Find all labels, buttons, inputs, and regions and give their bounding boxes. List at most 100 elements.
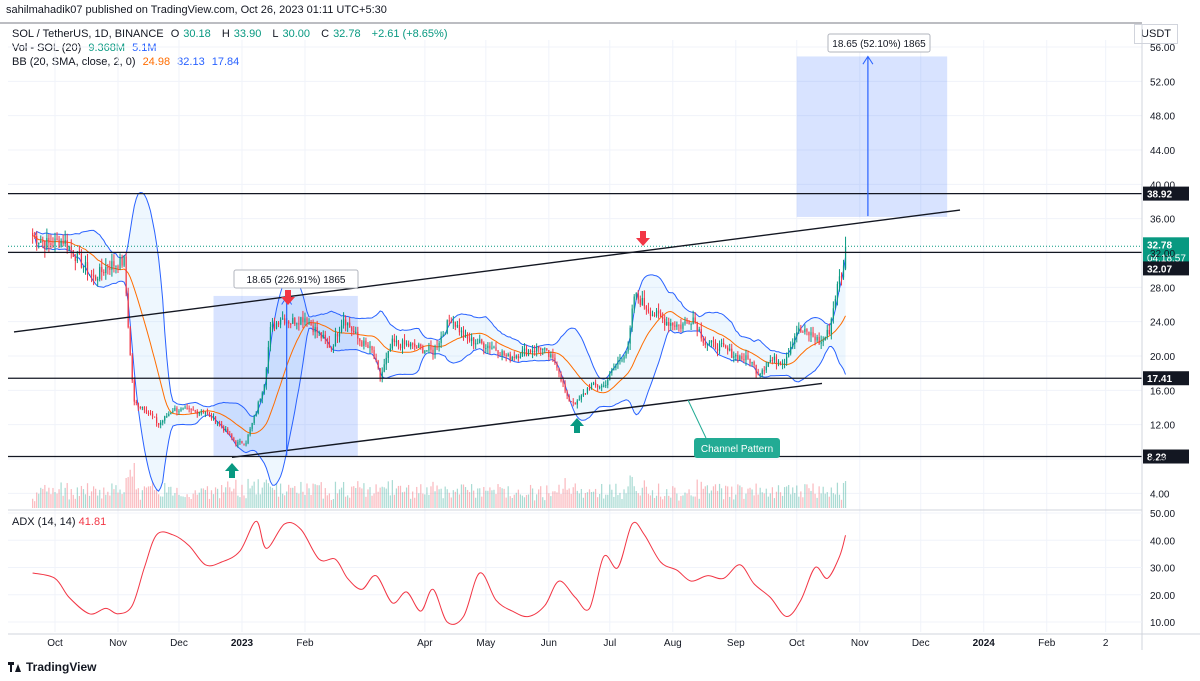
- candle-body: [609, 372, 611, 380]
- symbol-label[interactable]: SOL / TetherUS, 1D, BINANCE: [12, 28, 164, 40]
- candle-body: [615, 364, 617, 368]
- volume-bar: [623, 489, 625, 508]
- volume-bar: [544, 500, 546, 508]
- candle-body: [513, 357, 515, 359]
- candle-body: [538, 346, 540, 349]
- volume-bar: [44, 484, 46, 508]
- candle-body: [690, 324, 692, 326]
- volume-bar: [828, 496, 830, 508]
- volume-bar: [458, 494, 461, 508]
- volume-bar: [76, 487, 78, 508]
- ohlc-open: O 30.18: [170, 28, 211, 40]
- adx-tick-label: 10.00: [1150, 618, 1175, 629]
- volume-bar: [542, 497, 544, 508]
- tradingview-footer[interactable]: TradingView: [8, 660, 96, 674]
- candle-body: [133, 380, 135, 402]
- candle-body: [430, 346, 432, 350]
- candle-body: [324, 334, 326, 339]
- volume-bar: [312, 483, 314, 508]
- candle-body: [660, 313, 662, 317]
- candle-body: [625, 351, 627, 357]
- candle-body: [710, 340, 713, 343]
- volume-bar: [668, 495, 670, 508]
- volume-bar: [781, 495, 784, 508]
- candle-body: [464, 334, 467, 338]
- volume-bar: [818, 486, 820, 508]
- volume-bar: [554, 491, 556, 508]
- volume-bar: [749, 487, 751, 508]
- volume-bar: [34, 501, 36, 508]
- volume-bar: [103, 487, 105, 508]
- candle-body: [759, 373, 761, 376]
- volume-bar: [377, 491, 379, 508]
- candle-body: [810, 332, 812, 336]
- volume-bar: [473, 490, 475, 508]
- volume-bar: [578, 493, 580, 508]
- volume-bar: [56, 493, 58, 508]
- candle-body: [288, 321, 290, 324]
- volume-bar: [521, 495, 524, 508]
- volume-bar: [753, 495, 755, 508]
- candle-body: [302, 317, 304, 323]
- candle-body: [761, 370, 763, 374]
- volume-bar: [306, 483, 308, 508]
- volume-bar: [603, 498, 605, 508]
- volume-bar: [611, 489, 613, 508]
- volume-bar: [580, 488, 582, 508]
- candle-body: [836, 283, 839, 300]
- candle-body: [149, 412, 152, 414]
- volume-bar: [326, 495, 328, 508]
- measure-box-2: [796, 56, 948, 217]
- buy-arrow-icon: [570, 418, 584, 433]
- candle-body: [794, 336, 796, 344]
- candle-body: [188, 408, 190, 410]
- candle-body: [617, 360, 619, 365]
- candle-body: [765, 366, 767, 371]
- candle-body: [127, 293, 129, 328]
- candle-body: [168, 413, 170, 417]
- volume-label[interactable]: Vol - SOL (20): [12, 42, 82, 54]
- volume-bar: [536, 494, 538, 508]
- currency-label[interactable]: USDT: [1134, 24, 1178, 44]
- candle-body: [408, 343, 410, 347]
- price-tick-label: 40.00: [1150, 180, 1175, 191]
- volume-bar: [223, 492, 225, 508]
- volume-bar: [686, 493, 688, 508]
- candle-body: [141, 406, 143, 408]
- volume-bar: [121, 494, 123, 508]
- volume-bar: [499, 487, 501, 508]
- volume-bar: [351, 486, 353, 508]
- volume-bar: [50, 494, 52, 508]
- volume-bar: [355, 488, 357, 508]
- volume-bar: [497, 484, 499, 508]
- volume-bar: [810, 490, 812, 508]
- volume-bar: [78, 495, 80, 508]
- candle-body: [493, 347, 495, 349]
- volume-bar: [115, 485, 117, 508]
- volume-bar: [180, 496, 182, 508]
- adx-label[interactable]: ADX (14, 14): [12, 516, 76, 528]
- volume-bar: [389, 495, 391, 508]
- candle-body: [668, 322, 670, 326]
- candle-body: [438, 343, 440, 348]
- candle-body: [578, 399, 580, 401]
- candle-body: [649, 311, 652, 316]
- bb-upper-line: [32, 191, 846, 417]
- candle-body: [731, 348, 733, 358]
- volume-bar: [794, 492, 796, 508]
- volume-bar: [723, 499, 725, 508]
- volume-bar: [649, 495, 652, 508]
- candle-body: [684, 321, 686, 324]
- volume-bar: [40, 487, 42, 508]
- volume-bar: [647, 493, 650, 508]
- volume-bar: [62, 495, 64, 508]
- candle-body: [655, 310, 658, 316]
- volume-bar: [267, 483, 269, 508]
- candle-body: [377, 360, 379, 368]
- bb-label[interactable]: BB (20, SMA, close, 2, 0): [12, 56, 136, 68]
- candle-body: [204, 412, 206, 414]
- candle-body: [56, 238, 58, 240]
- candle-body: [383, 364, 385, 372]
- time-tick-label: Nov: [109, 638, 127, 649]
